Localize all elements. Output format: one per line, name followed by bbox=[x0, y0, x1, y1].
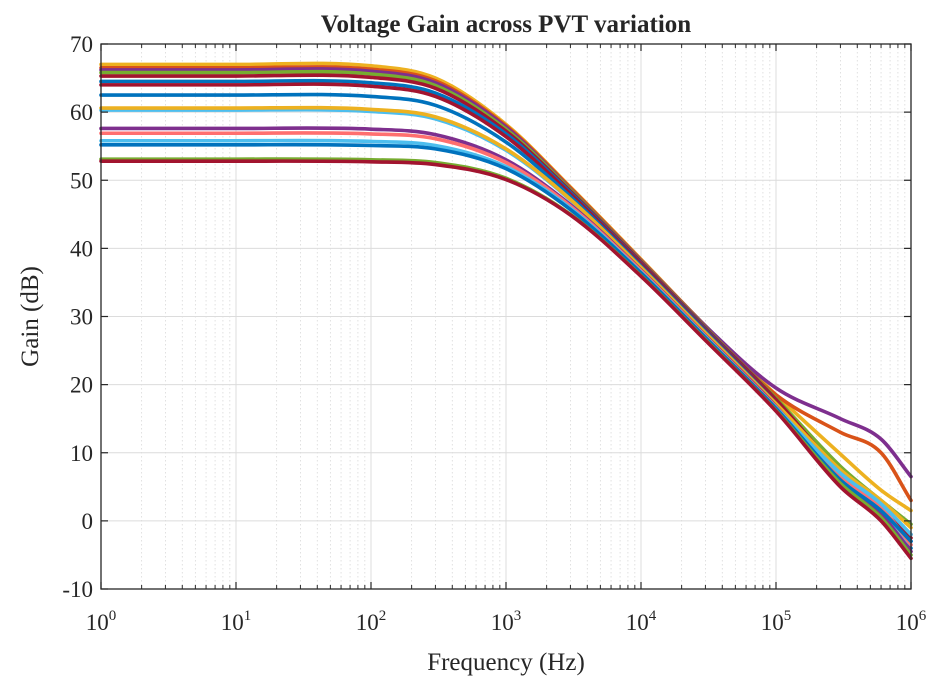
x-tick-base: 10 bbox=[896, 610, 919, 635]
x-tick-label: 104 bbox=[626, 608, 657, 635]
y-tick-label: 10 bbox=[70, 441, 93, 466]
x-tick-label: 102 bbox=[356, 608, 387, 635]
y-tick-label: 0 bbox=[82, 509, 94, 534]
y-tick-label: 40 bbox=[70, 236, 93, 261]
x-axis-label: Frequency (Hz) bbox=[427, 649, 585, 676]
x-tick-base: 10 bbox=[761, 610, 784, 635]
series-line-10 bbox=[99, 105, 913, 530]
x-tick-base: 10 bbox=[491, 610, 514, 635]
y-tick-label: 70 bbox=[70, 32, 93, 57]
x-tick-exponent: 3 bbox=[514, 608, 522, 624]
x-tick-label: 106 bbox=[896, 608, 927, 635]
x-tick-label: 103 bbox=[491, 608, 522, 635]
x-tick-exponent: 4 bbox=[649, 608, 657, 624]
x-tick-exponent: 6 bbox=[919, 608, 927, 624]
x-tick-exponent: 2 bbox=[379, 608, 387, 624]
y-tick-label: 60 bbox=[70, 100, 93, 125]
x-tick-exponent: 5 bbox=[784, 608, 792, 624]
x-tick-label: 105 bbox=[761, 608, 792, 635]
y-tick-label: 20 bbox=[70, 373, 93, 398]
y-axis-label: Gain (dB) bbox=[17, 266, 44, 367]
x-tick-base: 10 bbox=[626, 610, 649, 635]
series-line-16 bbox=[99, 159, 913, 561]
x-tick-label: 100 bbox=[86, 608, 117, 635]
x-tick-exponent: 1 bbox=[244, 608, 252, 624]
y-tick-label: -10 bbox=[62, 577, 93, 602]
x-tick-base: 10 bbox=[86, 610, 109, 635]
x-tick-base: 10 bbox=[221, 610, 244, 635]
x-tick-label: 101 bbox=[221, 608, 252, 635]
x-tick-exponent: 0 bbox=[109, 608, 117, 624]
y-tick-label: 30 bbox=[70, 305, 93, 330]
x-tick-base: 10 bbox=[356, 610, 379, 635]
y-tick-label: 50 bbox=[70, 168, 93, 193]
series-lines bbox=[99, 61, 913, 561]
chart-title: Voltage Gain across PVT variation bbox=[321, 11, 691, 38]
series-line-14 bbox=[99, 142, 913, 544]
